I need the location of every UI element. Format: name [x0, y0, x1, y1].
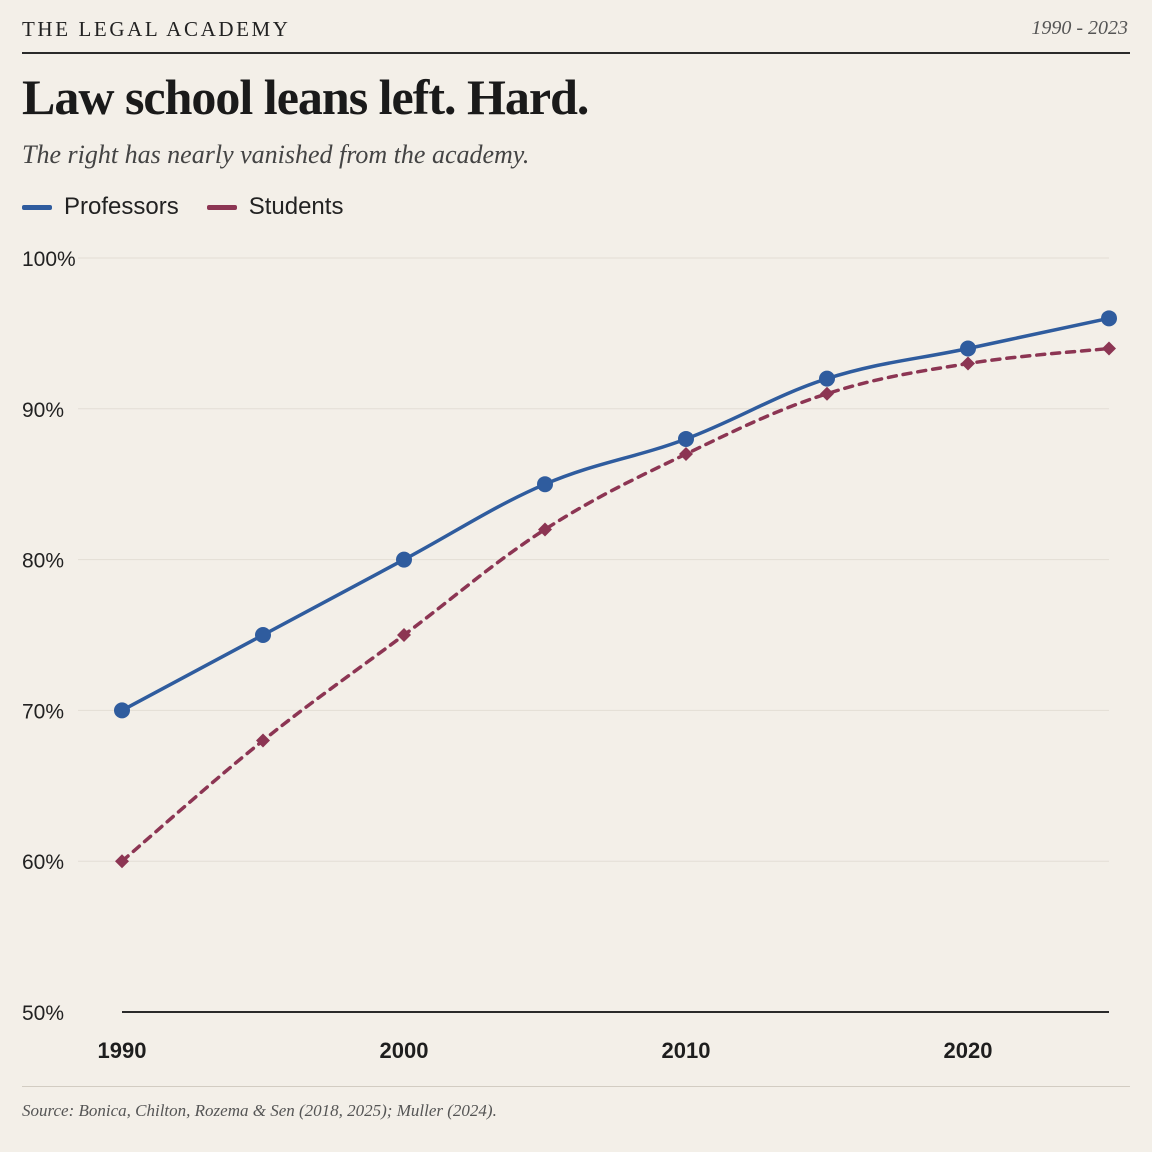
header-divider: [22, 52, 1130, 54]
series-line-professors: [120, 316, 1111, 713]
chart-title: Law school leans left. Hard.: [22, 69, 589, 125]
x-tick-label: 1990: [98, 1038, 147, 1063]
y-tick-label: 90%: [22, 399, 64, 422]
data-point-students: [256, 733, 270, 748]
year-range: 1990 - 2023: [1031, 17, 1128, 39]
data-point-students: [1102, 341, 1116, 356]
y-tick-label: 80%: [22, 550, 64, 573]
data-point-students: [679, 447, 693, 462]
data-point-professors: [114, 702, 130, 719]
y-tick-label: 60%: [22, 851, 64, 874]
brand-name: THE LEGAL ACADEMY: [22, 17, 291, 41]
legend-item-students: Students: [206, 193, 344, 221]
data-point-professors: [819, 370, 835, 387]
legend-label-students: Students: [248, 193, 344, 220]
x-tick-label: 2010: [662, 1038, 711, 1063]
x-tick-label: 2020: [944, 1038, 993, 1063]
legend-label-professors: Professors: [64, 193, 179, 220]
footer-divider: [22, 1086, 1130, 1087]
data-point-professors: [396, 551, 412, 568]
legend-swatch-students: [206, 204, 237, 210]
data-point-professors: [678, 430, 694, 447]
x-tick-label: 2000: [380, 1038, 429, 1063]
data-point-students: [397, 628, 411, 642]
y-tick-label: 50%: [22, 1002, 64, 1025]
source-note: Source: Bonica, Chilton, Rozema & Sen (2…: [22, 1101, 497, 1120]
y-tick-label: 100%: [22, 248, 76, 271]
series-line-students: [120, 346, 1111, 863]
data-point-students: [115, 854, 129, 869]
chart-subtitle: The right has nearly vanished from the a…: [22, 140, 530, 169]
legend-swatch-professors: [22, 204, 52, 210]
data-point-students: [820, 386, 834, 401]
data-point-students: [961, 356, 975, 371]
data-point-professors: [1101, 310, 1117, 327]
data-point-professors: [255, 627, 271, 643]
data-point-students: [538, 522, 552, 537]
data-point-professors: [537, 476, 553, 493]
y-tick-label: 70%: [22, 700, 64, 723]
chart-legend: Professors Students: [22, 193, 343, 221]
data-point-professors: [960, 340, 976, 357]
legend-item-professors: Professors: [22, 193, 179, 221]
